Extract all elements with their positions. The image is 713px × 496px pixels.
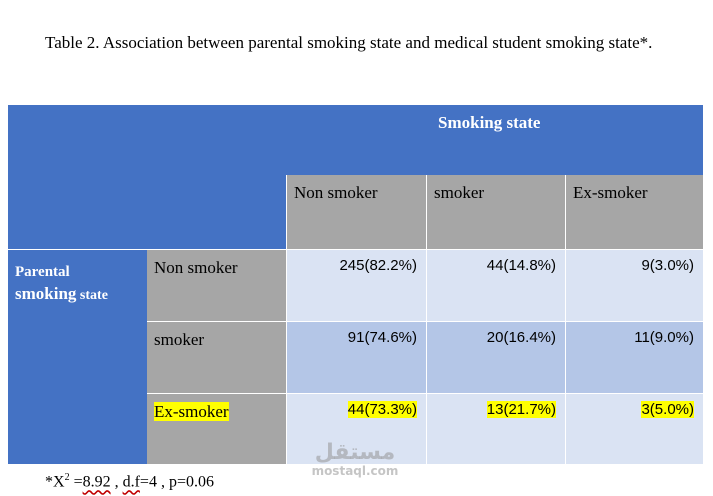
row-label-smoker: smoker xyxy=(147,321,286,393)
cell-r1-c1: 245(82.2%) xyxy=(286,249,426,321)
column-group-header: Smoking state xyxy=(286,105,703,175)
cell-r1-c1-value: 245(82.2%) xyxy=(339,257,417,274)
cell-r2-c1: 91(74.6%) xyxy=(286,321,426,393)
row-label-ex-smoker-text: Ex-smoker xyxy=(154,402,229,421)
cell-r3-c2: 13(21.7%) xyxy=(426,393,565,464)
column-header-non-smoker: Non smoker xyxy=(286,175,426,249)
footnote-eq: = xyxy=(69,473,83,491)
row-group-header: Parental smoking state xyxy=(8,249,147,464)
cell-r3-c2-value: 13(21.7%) xyxy=(486,401,556,418)
cell-r2-c2-value: 20(16.4%) xyxy=(486,329,556,346)
watermark-glyph: مستقل xyxy=(314,440,396,465)
footnote-sep: , xyxy=(110,473,123,491)
corner-cell xyxy=(8,105,286,249)
footnote-chi-value: 8.92 xyxy=(82,473,111,491)
cell-r2-c3-value: 11(9.0%) xyxy=(634,329,694,346)
watermark-logo: مستقل mostaql.com xyxy=(305,440,405,479)
row-group-header-line1: Parental xyxy=(15,264,70,280)
column-header-smoker: smoker xyxy=(426,175,565,249)
cell-r3-c3-value: 3(5.0%) xyxy=(641,401,694,418)
row-label-non-smoker: Non smoker xyxy=(147,249,286,321)
cell-r2-c1-value: 91(74.6%) xyxy=(347,329,417,346)
cell-r2-c3: 11(9.0%) xyxy=(565,321,703,393)
cell-r3-c3: 3(5.0%) xyxy=(565,393,703,464)
footnote-rest: =4 , p=0.06 xyxy=(139,473,214,491)
cell-r3-c1-value: 44(73.3%) xyxy=(347,401,417,418)
cell-r1-c3: 9(3.0%) xyxy=(565,249,703,321)
table-caption: Table 2. Association between parental sm… xyxy=(45,33,653,52)
footnote-prefix: *X xyxy=(45,473,65,491)
watermark-text: mostaql.com xyxy=(311,464,399,478)
cell-r1-c3-value: 9(3.0%) xyxy=(641,257,694,274)
row-group-header-line2a: smoking xyxy=(15,284,77,303)
column-group-header-label: Smoking state xyxy=(438,113,541,132)
table-footnote: *X2 =8.92 , d.f=4 , p=0.06 xyxy=(45,472,214,491)
footnote-superscript: 2 xyxy=(64,472,70,483)
cell-r1-c2: 44(14.8%) xyxy=(426,249,565,321)
cell-r3-c1: 44(73.3%) xyxy=(286,393,426,464)
row-label-ex-smoker: Ex-smoker xyxy=(147,393,286,464)
row-group-header-line2b: state xyxy=(76,288,108,303)
cell-r2-c2: 20(16.4%) xyxy=(426,321,565,393)
column-header-ex-smoker: Ex-smoker xyxy=(565,175,703,249)
footnote-df: d.f xyxy=(122,473,140,491)
row-label-smoker-text: smoker xyxy=(154,330,205,349)
cell-r1-c2-value: 44(14.8%) xyxy=(486,257,556,274)
